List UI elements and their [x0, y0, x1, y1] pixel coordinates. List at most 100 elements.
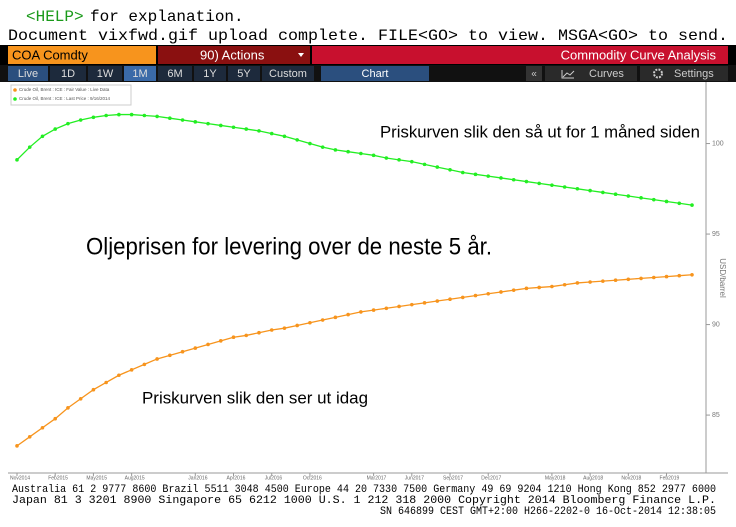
data-point: [15, 158, 19, 162]
tab[interactable]: [158, 66, 192, 81]
x-tick-label: Jul2016: [265, 475, 283, 481]
security-box[interactable]: [8, 46, 156, 64]
y-tick-label: 100: [712, 140, 724, 147]
data-point: [397, 158, 401, 162]
tab-label: 1Y: [203, 68, 217, 80]
tab-label: 6M: [167, 68, 182, 80]
tab[interactable]: [50, 66, 86, 81]
data-point: [677, 201, 682, 206]
data-point: [639, 276, 643, 281]
data-point: [664, 199, 669, 204]
actions-menu[interactable]: [158, 46, 310, 64]
security: COA Comdty: [12, 47, 88, 62]
data-point: [117, 112, 121, 117]
data-point: [626, 277, 631, 282]
help-text: for explanation.: [90, 8, 244, 26]
data-point: [269, 328, 274, 332]
data-point: [562, 282, 567, 287]
tab[interactable]: [228, 66, 260, 81]
data-point: [359, 310, 363, 314]
data-point: [677, 273, 682, 278]
data-point: [410, 302, 414, 307]
settings-label: Settings: [674, 68, 714, 80]
x-tick-label: Feb2019: [660, 475, 680, 481]
y-axis-label: USD/barrel: [718, 258, 727, 298]
data-point: [231, 125, 236, 130]
y-tick-label: 90: [712, 321, 720, 328]
settings-button[interactable]: [640, 66, 728, 81]
x-tick-label: Apr2016: [227, 475, 246, 481]
data-point: [537, 285, 541, 290]
data-point: [282, 326, 287, 330]
data-point: [117, 373, 121, 378]
data-point: [397, 304, 401, 309]
tab[interactable]: [194, 66, 226, 81]
data-point: [129, 368, 134, 372]
data-point: [651, 275, 656, 280]
data-point: [142, 113, 147, 118]
footer-line: SN 646899 CEST GMT+2:00 H266-2202-0 16-O…: [380, 506, 716, 518]
x-tick-label: Aug2018: [583, 475, 603, 481]
tab-label: 1D: [61, 68, 75, 80]
x-tick-label: Jan2016: [188, 475, 207, 481]
status-message: Document vixfwd.gif upload complete. FIL…: [8, 27, 728, 45]
data-point: [66, 121, 70, 126]
data-point: [104, 113, 108, 118]
data-point: [435, 299, 440, 303]
data-point: [168, 116, 172, 121]
series-line: [16, 274, 693, 447]
footer-line: Australia 61 2 9777 8600 Brazil 5511 304…: [12, 484, 716, 496]
data-point: [486, 174, 491, 178]
data-point: [320, 145, 325, 149]
x-tick-label: Nov2014: [10, 475, 30, 481]
data-point: [53, 127, 58, 131]
data-point: [193, 120, 198, 124]
data-point: [53, 416, 58, 421]
curves-button[interactable]: [545, 66, 637, 81]
tab-label: Live: [18, 68, 38, 80]
data-point: [435, 165, 440, 169]
tab[interactable]: [262, 66, 314, 81]
collapse-button[interactable]: [526, 66, 542, 81]
y-tick-label: 85: [712, 412, 720, 419]
x-tick-label: Oct2016: [303, 475, 322, 481]
tab-label: 5Y: [237, 68, 251, 80]
data-point: [282, 134, 287, 139]
settings-icon: [653, 68, 663, 79]
data-point: [129, 112, 134, 117]
curves-icon: [561, 70, 575, 79]
data-point: [168, 353, 172, 358]
data-point: [218, 339, 223, 343]
data-point: [486, 291, 491, 296]
x-tick-label: Jun2017: [405, 475, 424, 481]
tab[interactable]: [124, 66, 156, 81]
x-tick-label: Nov2018: [621, 475, 641, 481]
x-tick-label: May2015: [86, 475, 107, 481]
data-point: [27, 145, 32, 149]
data-point: [66, 406, 70, 410]
data-point: [651, 197, 656, 202]
data-point: [155, 357, 159, 361]
x-tick-label: Feb2015: [48, 475, 68, 481]
data-point: [371, 308, 376, 312]
chart-tab[interactable]: [321, 66, 429, 81]
data-point: [359, 151, 363, 156]
data-point: [257, 129, 261, 133]
data-point: [511, 288, 516, 292]
annotation: Priskurven slik den ser ut idag: [142, 388, 368, 407]
x-tick-label: May2018: [545, 475, 566, 481]
data-point: [193, 346, 198, 350]
tab[interactable]: [88, 66, 122, 81]
legend: [10, 84, 132, 106]
data-point: [639, 196, 643, 200]
data-point: [346, 149, 350, 154]
data-point: [601, 190, 605, 195]
data-point: [91, 115, 96, 120]
footer-line: Japan 81 3 3201 8900 Singapore 65 6212 1…: [12, 495, 716, 507]
data-point: [473, 293, 478, 298]
data-point: [575, 187, 580, 191]
tab[interactable]: [8, 66, 48, 81]
data-point: [78, 118, 83, 122]
